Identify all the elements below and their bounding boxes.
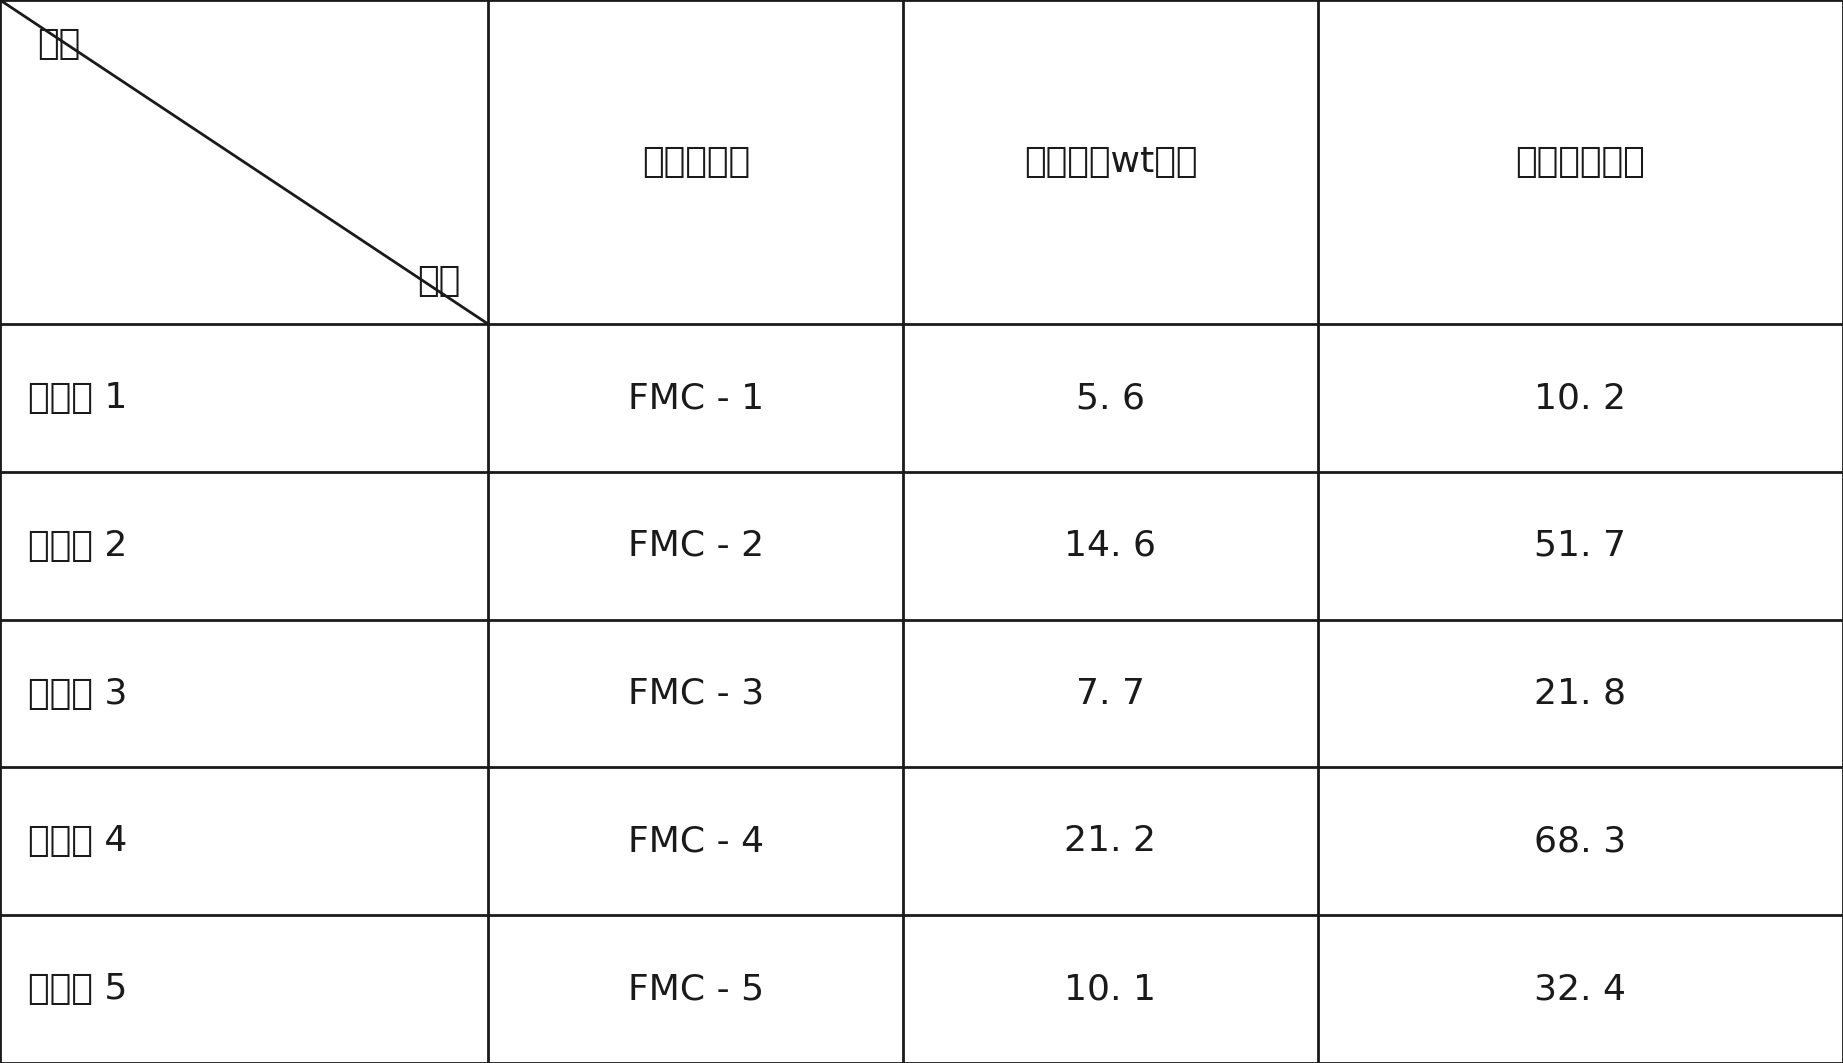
- Text: FMC - 5: FMC - 5: [628, 973, 763, 1006]
- Text: 甲苯转化率％: 甲苯转化率％: [1515, 146, 1646, 179]
- Text: 实施例 3: 实施例 3: [28, 677, 127, 710]
- Text: 镍含量（wt％）: 镍含量（wt％）: [1023, 146, 1198, 179]
- Text: 10. 1: 10. 1: [1065, 973, 1156, 1006]
- Text: 实施例 4: 实施例 4: [28, 825, 127, 858]
- Text: 5. 6: 5. 6: [1076, 382, 1145, 415]
- Text: 14. 6: 14. 6: [1065, 529, 1156, 562]
- Text: 7. 7: 7. 7: [1076, 677, 1145, 710]
- Text: FMC - 4: FMC - 4: [628, 825, 763, 858]
- Text: 实施例 5: 实施例 5: [28, 973, 127, 1006]
- Text: FMC - 2: FMC - 2: [628, 529, 763, 562]
- Text: 68. 3: 68. 3: [1535, 825, 1626, 858]
- Text: 催化剂编号: 催化剂编号: [641, 146, 750, 179]
- Text: FMC - 3: FMC - 3: [628, 677, 763, 710]
- Text: 32. 4: 32. 4: [1535, 973, 1626, 1006]
- Text: FMC - 1: FMC - 1: [628, 382, 763, 415]
- Text: 实施例 1: 实施例 1: [28, 382, 127, 415]
- Text: 21. 2: 21. 2: [1065, 825, 1156, 858]
- Text: 51. 7: 51. 7: [1535, 529, 1626, 562]
- Text: 项目: 项目: [418, 264, 461, 298]
- Text: 实施例 2: 实施例 2: [28, 529, 127, 562]
- Text: 21. 8: 21. 8: [1535, 677, 1626, 710]
- Text: 10. 2: 10. 2: [1535, 382, 1626, 415]
- Text: 序号: 序号: [37, 27, 79, 61]
